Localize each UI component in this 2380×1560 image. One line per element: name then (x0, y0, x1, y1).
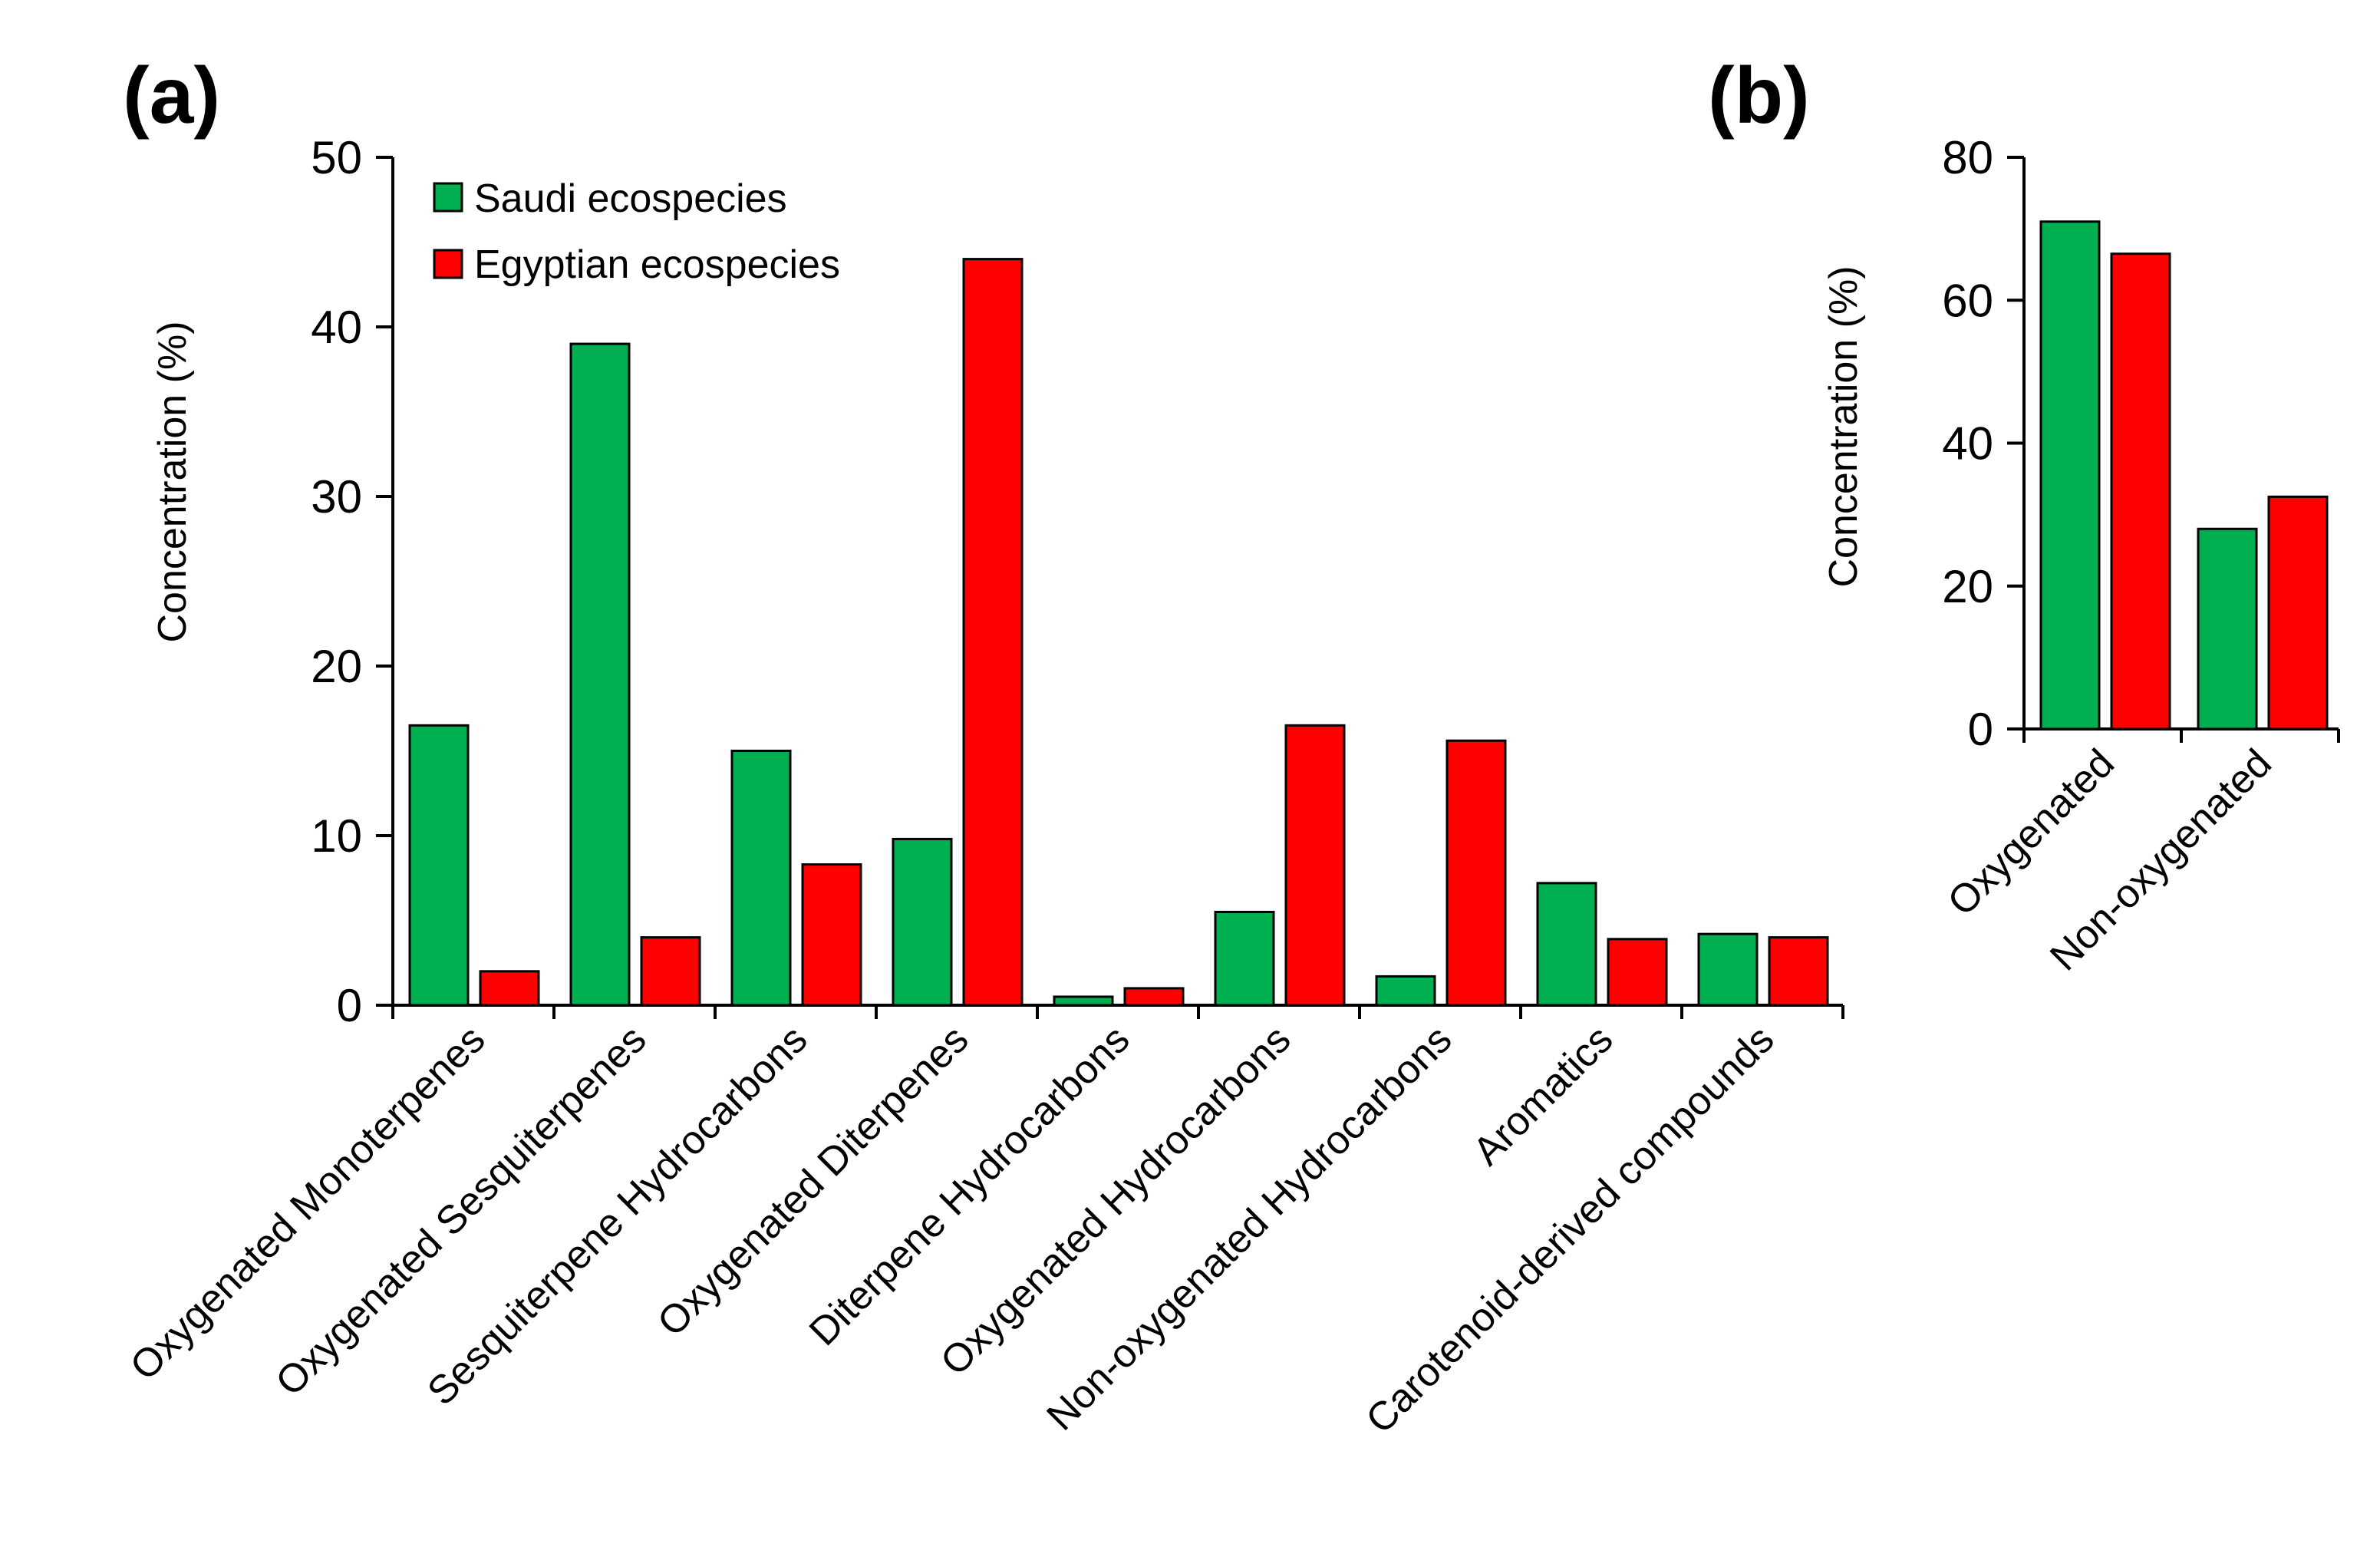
legend-label-saudi: Saudi ecospecies (474, 176, 787, 221)
panel-a-y-tick-label: 20 (311, 641, 362, 692)
panel-a-label: (a) (123, 51, 220, 140)
panel-a-bar-saudi-7 (1536, 882, 1597, 1007)
panel-a-y-tick-label: 0 (337, 980, 362, 1031)
panel-b-bar-egyptian-1 (2267, 495, 2329, 731)
panel-a-y-tick-label: 10 (311, 810, 362, 862)
panel-b-y-tick-label: 40 (1942, 418, 1993, 470)
legend-swatch-saudi (433, 182, 463, 213)
panel-b-bar-egyptian-0 (2110, 252, 2171, 731)
panel-a-bar-saudi-2 (730, 750, 792, 1007)
panel-a-bar-saudi-3 (892, 837, 953, 1007)
panel-a-bar-egyptian-2 (801, 863, 862, 1007)
legend-label-egyptian: Egyptian ecospecies (474, 242, 840, 287)
legend-swatch-egyptian (433, 249, 463, 279)
panel-b-bar-saudi-0 (2039, 220, 2101, 731)
panel-a-bar-egyptian-1 (640, 936, 701, 1007)
panel-b-label: (b) (1708, 51, 1810, 140)
panel-a-category-label: Diterpene Hydrocarbons (801, 1017, 1139, 1354)
panel-a-y-tick-label: 30 (311, 471, 362, 523)
panel-a-bar-egyptian-8 (1768, 936, 1829, 1007)
panel-a-bar-saudi-6 (1375, 975, 1436, 1007)
panel-b-y-tick-label: 20 (1942, 561, 1993, 612)
panel-b-y-tick-label: 80 (1942, 132, 1993, 183)
panel-a-category-label: Oxygenated Hydrocarbons (932, 1017, 1299, 1384)
panel-a-bar-egyptian-0 (479, 970, 540, 1007)
panel-a-bar-egyptian-7 (1607, 938, 1668, 1007)
panel-b-bar-saudi-1 (2197, 527, 2258, 731)
panel-a-category-label: Aromatics (1465, 1017, 1621, 1173)
panel-a-bar-egyptian-6 (1445, 739, 1507, 1007)
panel-a-y-tick-label: 40 (311, 302, 362, 353)
panel-a-bar-saudi-4 (1053, 995, 1114, 1007)
panel-a-bar-egyptian-5 (1284, 724, 1346, 1007)
panel-a-bar-egyptian-4 (1123, 987, 1185, 1007)
panel-b-y-axis-title: Concentration (%) (1821, 265, 1866, 587)
panel-a-bar-saudi-5 (1214, 910, 1275, 1007)
panel-a-y-axis-title: Concentration (%) (150, 321, 195, 642)
legend: Saudi ecospecies Egyptian ecospecies (433, 176, 840, 287)
panel-a-y-tick-label: 50 (311, 132, 362, 183)
panel-a-bar-saudi-8 (1697, 932, 1759, 1007)
panel-b-y-tick-label: 60 (1942, 275, 1993, 326)
panel-a-category-label: Oxygenated Diterpenes (649, 1017, 977, 1344)
panel-a-bar-saudi-1 (569, 342, 631, 1007)
panel-a-bar-saudi-0 (408, 724, 470, 1007)
panel-b-y-tick-label: 0 (1968, 704, 1993, 755)
panel-a-bar-egyptian-3 (962, 258, 1024, 1007)
